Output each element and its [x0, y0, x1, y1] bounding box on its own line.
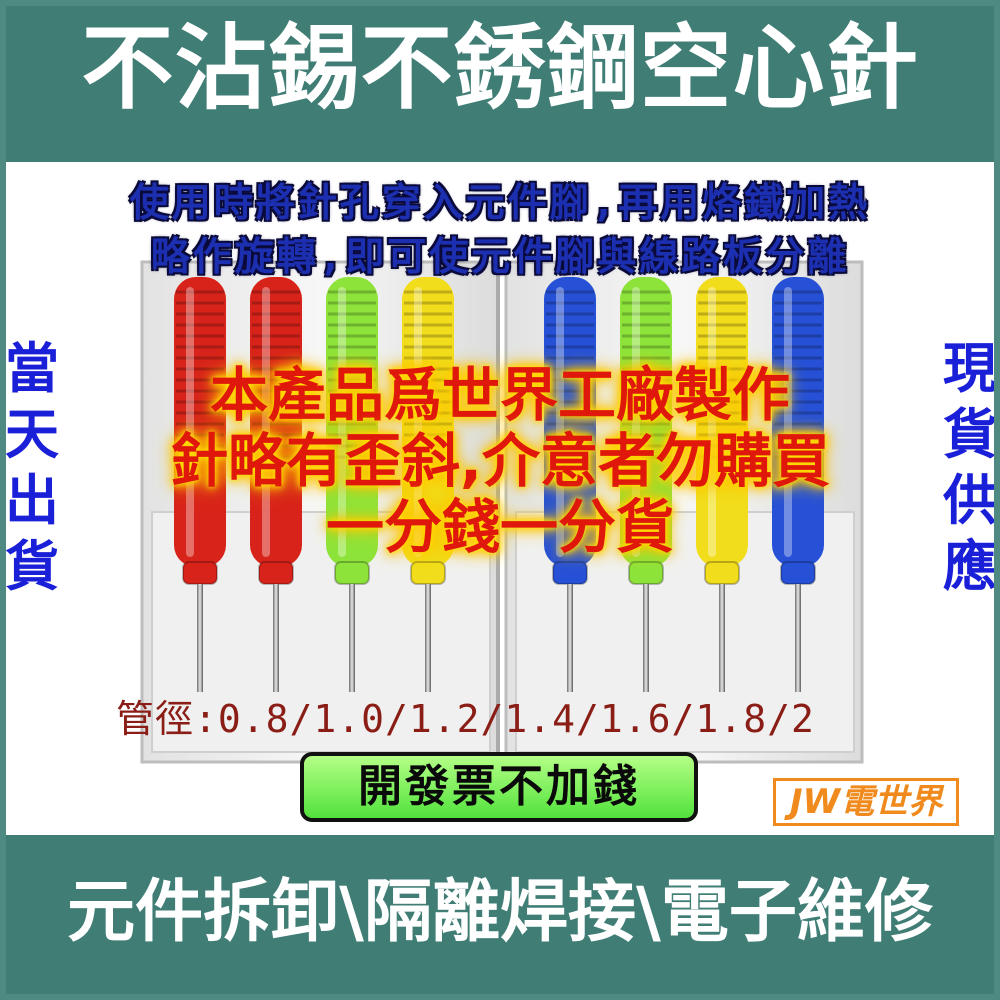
notice-line-1: 本產品爲世界工廠製作 [209, 361, 790, 429]
side-right-char: 貨 [943, 403, 997, 466]
side-left-char: 天 [5, 403, 59, 466]
side-left-char: 貨 [5, 535, 59, 598]
needle-tool [544, 277, 596, 692]
product-photo [0, 162, 1000, 835]
needle-tool [772, 277, 824, 692]
needle-tool [620, 277, 672, 692]
needle-tool [174, 277, 226, 692]
invoice-badge: 開發票不加錢 [300, 752, 698, 822]
footer-title: 元件拆卸\隔離焊接\電子維修 [67, 873, 933, 952]
header-band [0, 0, 1000, 162]
notice-line-3: 一分錢一分貨 [325, 493, 674, 561]
page-title: 不沾錫不銹鋼空心針 [81, 15, 919, 122]
needle-tool [326, 277, 378, 692]
side-right-char: 供 [943, 469, 997, 532]
side-left-char: 出 [5, 469, 59, 532]
usage-instruction-line-2: 略作旋轉,即可使元件腳與線路板分離 [150, 235, 850, 280]
side-left-char: 當 [5, 337, 59, 400]
side-right-char: 應 [943, 535, 997, 598]
needle-tool [696, 277, 748, 692]
needle-tool [250, 277, 302, 692]
in-stock-label: 現 貨 供 應 [940, 336, 1000, 600]
brand-logo: JW電世界 [773, 778, 959, 826]
footer-band [0, 835, 1000, 1000]
notice-line-2: 針略有歪斜,介意者勿購買 [169, 427, 831, 495]
tube-diameter-spec: 管徑:0.8/1.0/1.2/1.4/1.6/1.8/2 [116, 697, 815, 741]
same-day-shipping-label: 當 天 出 貨 [2, 336, 62, 600]
side-right-char: 現 [943, 337, 997, 400]
needle-tool [402, 277, 454, 692]
usage-instruction-line-1: 使用時將針孔穿入元件腳,再用烙鐵加熱 [129, 181, 871, 226]
